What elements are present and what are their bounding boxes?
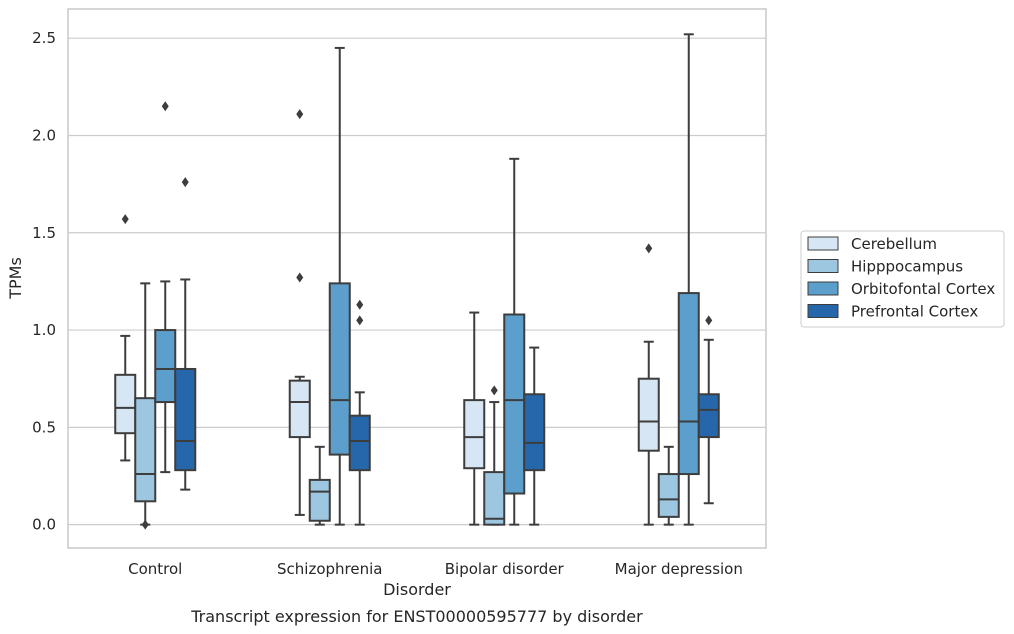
box-iqr [134,397,157,503]
y-tick-label: 1.5 [32,224,56,242]
box-iqr [503,313,526,495]
box-iqr [288,379,311,439]
box-iqr [328,282,351,456]
box-iqr [114,373,137,435]
box-0-1 [134,282,157,530]
x-tick-label: Control [128,560,182,578]
outlier-point [296,272,304,283]
box-3-2 [677,33,700,526]
legend-label: Hipppocampus [851,258,963,276]
boxes [114,33,720,530]
outlier-point [141,519,149,530]
box-3-0 [637,243,660,526]
x-axis-title: Disorder [383,580,451,599]
outlier-point [705,315,713,326]
x-tick-label: Major depression [615,560,743,578]
gridlines [68,37,766,526]
box-iqr [483,471,506,526]
chart-caption: Transcript expression for ENST0000059577… [190,607,643,626]
y-tick-label: 2.5 [32,29,56,47]
box-iqr [697,393,720,439]
legend-swatch [807,304,839,318]
box-2-2 [503,157,526,526]
box-3-3 [697,315,720,505]
outlier-point [645,243,653,254]
box-iqr [637,377,660,452]
y-tick-label: 0.0 [32,516,56,534]
y-axis-title: TPMs [6,257,25,300]
box-iqr [657,473,680,518]
outlier-point [121,214,129,225]
box-2-0 [463,311,486,526]
legend: Cerebellum Hipppocampus Orbitofontal Corte… [800,230,1005,328]
box-iqr [523,393,546,472]
plot-area-frame [67,8,767,549]
box-iqr [308,478,331,522]
legend-swatch [807,259,839,273]
y-tick-label: 1.0 [32,321,56,339]
x-tick-label: Bipolar disorder [445,560,565,578]
legend-swatch [807,236,839,251]
box-iqr [677,292,700,476]
y-axis-ticks: 0.0 0.5 1.0 1.5 2.0 2.5 [32,29,56,533]
outlier-point [296,109,304,120]
x-axis-ticks: Control Schizophrenia Bipolar disorder Majo… [128,560,743,578]
legend-swatch [807,281,839,296]
box-iqr [154,329,177,404]
box-1-3 [348,299,371,526]
box-0-0 [114,214,137,462]
box-1-1 [308,445,331,526]
x-tick-label: Schizophrenia [277,560,382,578]
box-0-2 [154,101,177,474]
box-2-1 [483,385,506,526]
box-iqr [174,367,197,472]
outlier-point [161,101,169,112]
outlier-point [181,177,189,188]
box-0-3 [174,177,197,491]
legend-frame [800,230,1005,328]
outlier-point [356,299,364,310]
box-2-3 [523,346,546,526]
legend-label: Prefrontal Cortex [851,303,978,321]
legend-label: Orbitofontal Cortex [851,280,995,298]
legend-label: Cerebellum [851,235,937,253]
box-iqr [463,399,486,470]
outlier-point [356,315,364,326]
box-1-0 [288,109,311,516]
box-3-1 [657,445,680,526]
box-iqr [348,414,371,472]
box-1-2 [328,46,351,526]
y-tick-label: 2.0 [32,126,56,144]
y-tick-label: 0.5 [32,418,56,436]
outlier-point [490,385,498,396]
